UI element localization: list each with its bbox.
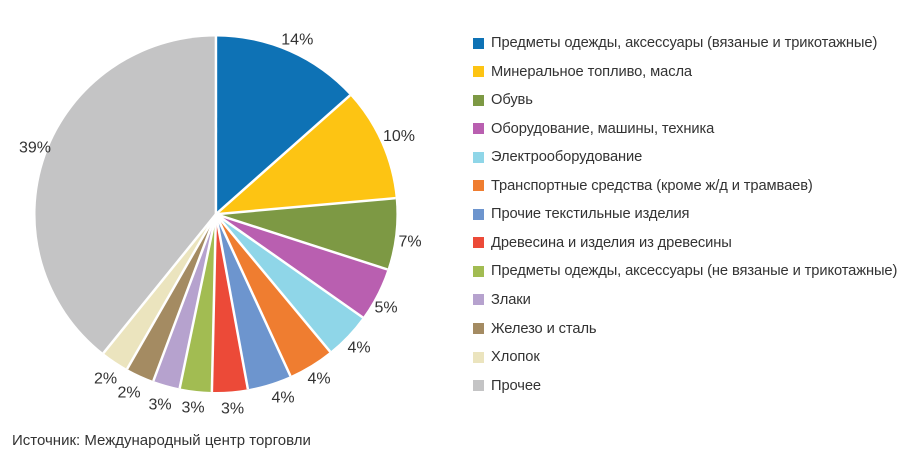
- svg-text:5%: 5%: [374, 300, 397, 317]
- svg-text:4%: 4%: [271, 390, 294, 407]
- svg-text:2%: 2%: [117, 385, 140, 402]
- svg-text:3%: 3%: [221, 401, 244, 418]
- svg-text:3%: 3%: [181, 400, 204, 417]
- svg-text:3%: 3%: [148, 397, 171, 414]
- svg-text:7%: 7%: [398, 234, 421, 251]
- svg-text:2%: 2%: [94, 371, 117, 388]
- svg-text:10%: 10%: [383, 128, 415, 145]
- svg-text:4%: 4%: [307, 371, 330, 388]
- svg-text:39%: 39%: [19, 140, 51, 157]
- svg-text:14%: 14%: [281, 32, 313, 49]
- svg-text:4%: 4%: [347, 340, 370, 357]
